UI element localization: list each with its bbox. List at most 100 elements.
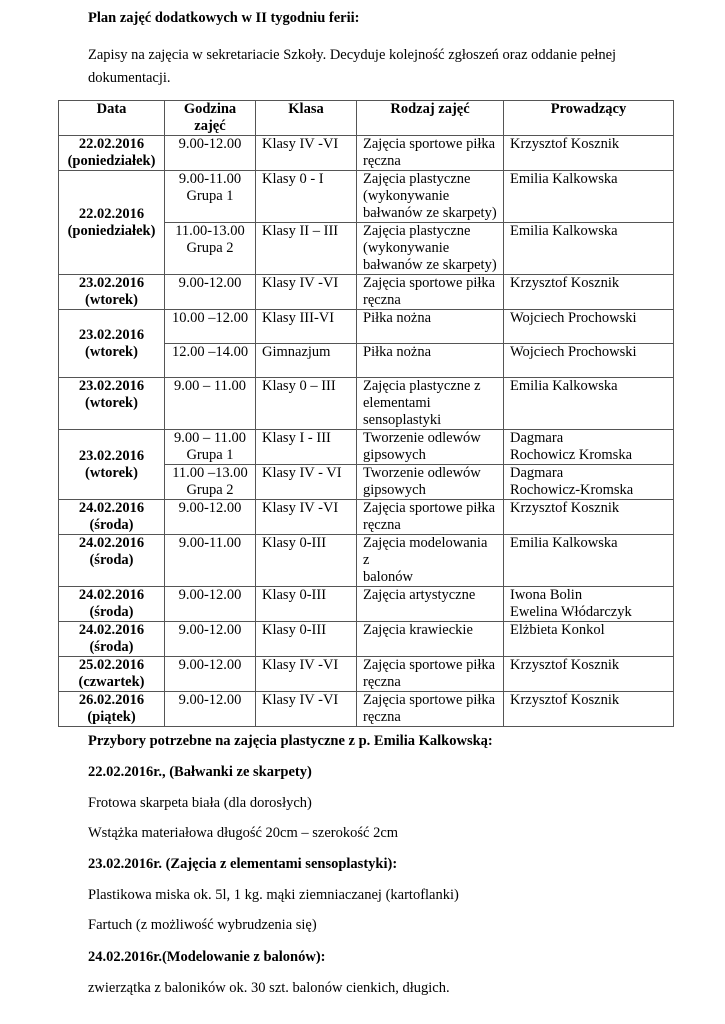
instructor-cell: Iwona Bolin Ewelina Włódarczyk [503, 586, 674, 622]
activity-cell: Zajęcia sportowe piłka ręczna [356, 135, 504, 171]
class-cell: Klasy I - III [255, 429, 357, 465]
date-cell: 24.02.2016 (środa) [58, 534, 165, 587]
supplies-section-1-heading: 22.02.2016r., (Bałwanki ze skarpety) [88, 764, 312, 780]
class-cell: Klasy IV -VI [255, 499, 357, 535]
class-cell: Klasy 0-III [255, 534, 357, 587]
activity-cell: Zajęcia krawieckie [356, 621, 504, 657]
time-cell: 10.00 –12.00 [164, 309, 256, 344]
time-cell: 9.00-12.00 [164, 274, 256, 310]
date-cell: 22.02.2016 (poniedziałek) [58, 135, 165, 171]
time-cell: 9.00 – 11.00 Grupa 1 [164, 429, 256, 465]
table-row: 22.02.2016 (poniedziałek) 9.00-11.00 Grup… [58, 170, 674, 275]
date-cell: 22.02.2016 (poniedziałek) [58, 170, 165, 275]
supplies-heading: Przybory potrzebne na zajęcia plastyczne… [88, 733, 493, 749]
time-cell: 9.00-12.00 [164, 656, 256, 692]
time-cell: 9.00-11.00 Grupa 1 [164, 170, 256, 223]
activity-cell: Zajęcia plastyczne z elementami sensopla… [356, 377, 504, 430]
activity-cell: Zajęcia artystyczne [356, 586, 504, 622]
table-row: 11.00-13.00 Grupa 2 Klasy II – III Zajęcia… [59, 222, 674, 275]
table-row: 24.02.2016 (środa) 9.00-12.00 Klasy 0-III Z… [58, 621, 674, 657]
column-header-instructor: Prowadzący [503, 100, 674, 136]
instructor-cell: Emilia Kalkowska [503, 170, 674, 223]
supplies-section-3-heading: 24.02.2016r.(Modelowanie z balonów): [88, 949, 326, 965]
class-cell: Klasy IV - VI [255, 464, 357, 500]
time-cell: 9.00-12.00 [164, 499, 256, 535]
instructor-cell: Krzysztof Kosznik [503, 499, 674, 535]
table-row: 23.02.2016 (wtorek) 9.00 – 11.00 Klasy 0 –… [58, 377, 674, 430]
activity-cell: Zajęcia sportowe piłka ręczna [356, 274, 504, 310]
table-row: 23.02.2016 (wtorek) 10.00 –12.00 Klasy III… [58, 309, 674, 378]
class-cell: Klasy 0 – III [255, 377, 357, 430]
instructor-cell: Dagmara Rochowicz Kromska [503, 429, 674, 465]
document-title: Plan zajęć dodatkowych w II tygodniu fer… [88, 10, 360, 26]
activity-cell: Zajęcia plastyczne (wykonywanie bałwanów… [356, 222, 504, 275]
time-cell: 9.00-12.00 [164, 621, 256, 657]
class-cell: Klasy III-VI [255, 309, 357, 344]
activity-cell: Zajęcia sportowe piłka ręczna [356, 499, 504, 535]
instructor-cell: Emilia Kalkowska [503, 377, 674, 430]
time-cell: 11.00 –13.00 Grupa 2 [164, 464, 256, 500]
table-header-row: Data Godzina zajęć Klasa Rodzaj zajęć Prowad… [58, 100, 674, 136]
instructor-cell: Elżbieta Konkol [503, 621, 674, 657]
column-header-date: Data [58, 100, 165, 136]
table-row: 24.02.2016 (środa) 9.00-11.00 Klasy 0-III Z… [58, 534, 674, 587]
date-cell: 25.02.2016 (czwartek) [58, 656, 165, 692]
instructor-cell: Krzysztof Kosznik [503, 691, 674, 727]
time-cell: 9.00-12.00 [164, 691, 256, 727]
table-row: 23.02.2016 (wtorek) 9.00-12.00 Klasy IV -V… [58, 274, 674, 310]
activity-cell: Zajęcia sportowe piłka ręczna [356, 691, 504, 727]
column-header-activity: Rodzaj zajęć [356, 100, 504, 136]
instructor-cell: Krzysztof Kosznik [503, 135, 674, 171]
supplies-section-2-heading: 23.02.2016r. (Zajęcia z elementami senso… [88, 856, 398, 872]
column-header-time: Godzina zajęć [164, 100, 256, 136]
activity-cell: Zajęcia plastyczne (wykonywanie bałwanów… [356, 170, 504, 223]
intro-text-line1: Zapisy na zajęcia w sekretariacie Szkoły… [88, 47, 617, 63]
instructor-cell: Krzysztof Kosznik [503, 274, 674, 310]
class-cell: Klasy IV -VI [255, 656, 357, 692]
time-cell: 9.00-12.00 [164, 586, 256, 622]
date-cell: 23.02.2016 (wtorek) [58, 274, 165, 310]
table-row: 11.00 –13.00 Grupa 2 Klasy IV - VI Tworzen… [59, 464, 674, 500]
instructor-cell: Wojciech Prochowski [503, 309, 674, 344]
table-row: 22.02.2016 (poniedziałek) 9.00-12.00 Klasy… [58, 135, 674, 171]
class-cell: Klasy II – III [255, 222, 357, 275]
schedule-table: Data Godzina zajęć Klasa Rodzaj zajęć Prowad… [58, 100, 674, 727]
table-row: 25.02.2016 (czwartek) 9.00-12.00 Klasy IV … [58, 656, 674, 692]
activity-cell: Piłka nożna [356, 343, 504, 378]
activity-cell: Piłka nożna [356, 309, 504, 344]
table-row: 24.02.2016 (środa) 9.00-12.00 Klasy IV -VI… [58, 499, 674, 535]
date-cell: 24.02.2016 (środa) [58, 621, 165, 657]
class-cell: Klasy IV -VI [255, 691, 357, 727]
class-cell: Klasy 0-III [255, 621, 357, 657]
activity-cell: Zajęcia sportowe piłka ręczna [356, 656, 504, 692]
table-row: 26.02.2016 (piątek) 9.00-12.00 Klasy IV -V… [58, 691, 674, 727]
supplies-item: Fartuch (z możliwość wybrudzenia się) [88, 917, 317, 933]
activity-cell: Zajęcia modelowania z balonów [356, 534, 504, 587]
date-cell: 24.02.2016 (środa) [58, 499, 165, 535]
instructor-cell: Wojciech Prochowski [503, 343, 674, 378]
time-cell: 11.00-13.00 Grupa 2 [164, 222, 256, 275]
time-cell: 9.00-11.00 [164, 534, 256, 587]
instructor-cell: Emilia Kalkowska [503, 534, 674, 587]
intro-text-line2: dokumentacji. [88, 70, 171, 86]
table-row: 24.02.2016 (środa) 9.00-12.00 Klasy 0-III Z… [58, 586, 674, 622]
activity-cell: Tworzenie odlewów gipsowych [356, 464, 504, 500]
supplies-item: Plastikowa miska ok. 5l, 1 kg. mąki ziem… [88, 887, 459, 903]
class-cell: Klasy 0 - I [255, 170, 357, 223]
activity-cell: Tworzenie odlewów gipsowych [356, 429, 504, 465]
class-cell: Gimnazjum [255, 343, 357, 378]
supplies-item: Frotowa skarpeta biała (dla dorosłych) [88, 795, 312, 811]
class-cell: Klasy 0-III [255, 586, 357, 622]
time-cell: 12.00 –14.00 [164, 343, 256, 378]
date-cell: 23.02.2016 (wtorek) [58, 429, 165, 500]
column-header-class: Klasa [255, 100, 357, 136]
date-cell: 26.02.2016 (piątek) [58, 691, 165, 727]
time-cell: 9.00 – 11.00 [164, 377, 256, 430]
date-cell: 23.02.2016 (wtorek) [58, 377, 165, 430]
supplies-item: Wstążka materiałowa długość 20cm – szero… [88, 825, 399, 841]
instructor-cell: Krzysztof Kosznik [503, 656, 674, 692]
class-cell: Klasy IV -VI [255, 135, 357, 171]
time-cell: 9.00-12.00 [164, 135, 256, 171]
